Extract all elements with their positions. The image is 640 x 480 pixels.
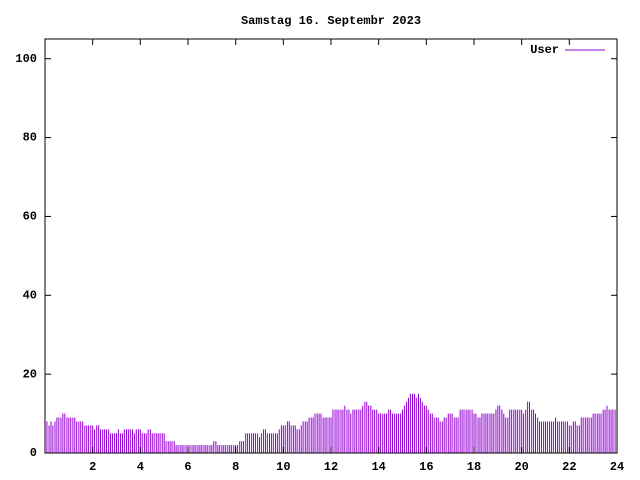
x-tick-label: 22: [562, 460, 576, 474]
x-tick-label: 24: [610, 460, 624, 474]
x-tick-label: 6: [184, 460, 191, 474]
plot-frame: [44, 38, 618, 454]
x-tick-label: 12: [324, 460, 338, 474]
x-tick-label: 20: [514, 460, 528, 474]
x-tick-label: 10: [276, 460, 290, 474]
y-tick-label: 100: [15, 52, 37, 66]
y-tick-label: 40: [23, 288, 37, 302]
y-tick-label: 20: [23, 367, 37, 381]
y-tick-label: 60: [23, 210, 37, 224]
y-tick-label: 0: [30, 446, 37, 460]
x-tick-label: 2: [89, 460, 96, 474]
x-tick-label: 4: [137, 460, 144, 474]
x-tick-label: 8: [232, 460, 239, 474]
x-tick-label: 14: [371, 460, 385, 474]
y-tick-label: 80: [23, 131, 37, 145]
x-tick-label: 16: [419, 460, 433, 474]
chart-title: Samstag 16. Septembr 2023: [241, 14, 421, 28]
legend-label: User: [530, 43, 559, 57]
x-tick-label: 18: [467, 460, 481, 474]
